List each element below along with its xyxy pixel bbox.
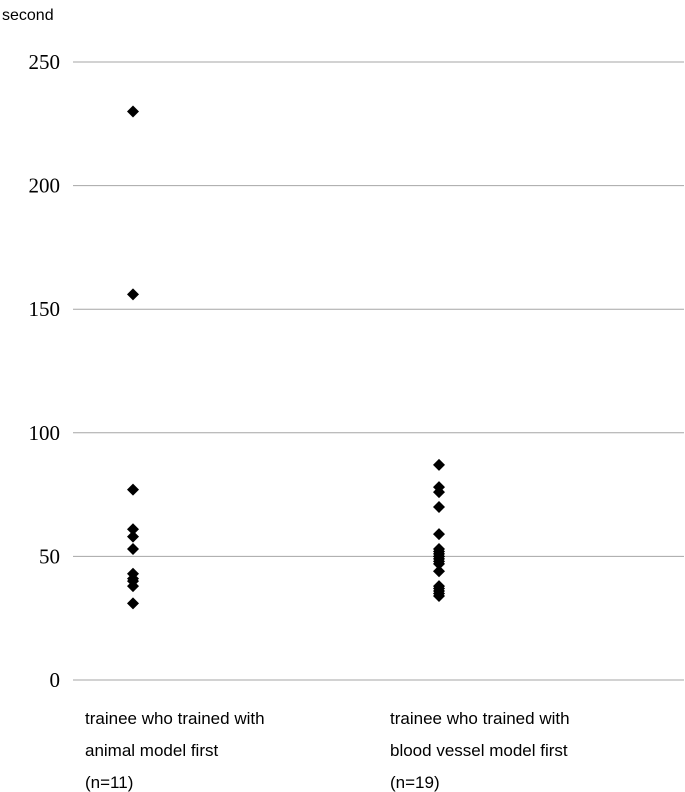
data-point <box>127 542 139 555</box>
category-label: animal model first <box>85 741 218 760</box>
data-point <box>127 483 139 496</box>
category-label: blood vessel model first <box>390 741 568 760</box>
data-point <box>127 575 139 588</box>
data-point <box>127 523 139 536</box>
y-tick-label: 100 <box>29 421 61 445</box>
data-point <box>433 486 445 499</box>
category-labels: trainee who trained with animal model fir… <box>85 709 570 792</box>
category-label: trainee who trained with <box>85 709 265 728</box>
data-point <box>433 458 445 471</box>
y-tick-label: 250 <box>29 50 61 74</box>
data-point <box>127 105 139 118</box>
category-label: trainee who trained with <box>390 709 570 728</box>
y-tick-label: 0 <box>50 668 61 692</box>
data-point <box>127 288 139 301</box>
y-tick-label: 150 <box>29 297 61 321</box>
y-axis-label: second <box>2 7 54 24</box>
data-point <box>433 587 445 600</box>
y-tick-label: 200 <box>29 174 61 198</box>
y-tick-label: 50 <box>39 544 60 568</box>
data-points <box>127 105 445 610</box>
category-label: (n=11) <box>85 773 133 792</box>
gridlines <box>73 61 684 681</box>
category-label: (n=19) <box>390 773 440 792</box>
data-point <box>433 565 445 578</box>
data-point <box>433 555 445 568</box>
data-point <box>127 530 139 543</box>
data-point <box>433 528 445 541</box>
y-tick-labels: 0 50 100 150 200 250 <box>29 50 61 692</box>
data-point <box>127 597 139 610</box>
data-point <box>433 500 445 513</box>
